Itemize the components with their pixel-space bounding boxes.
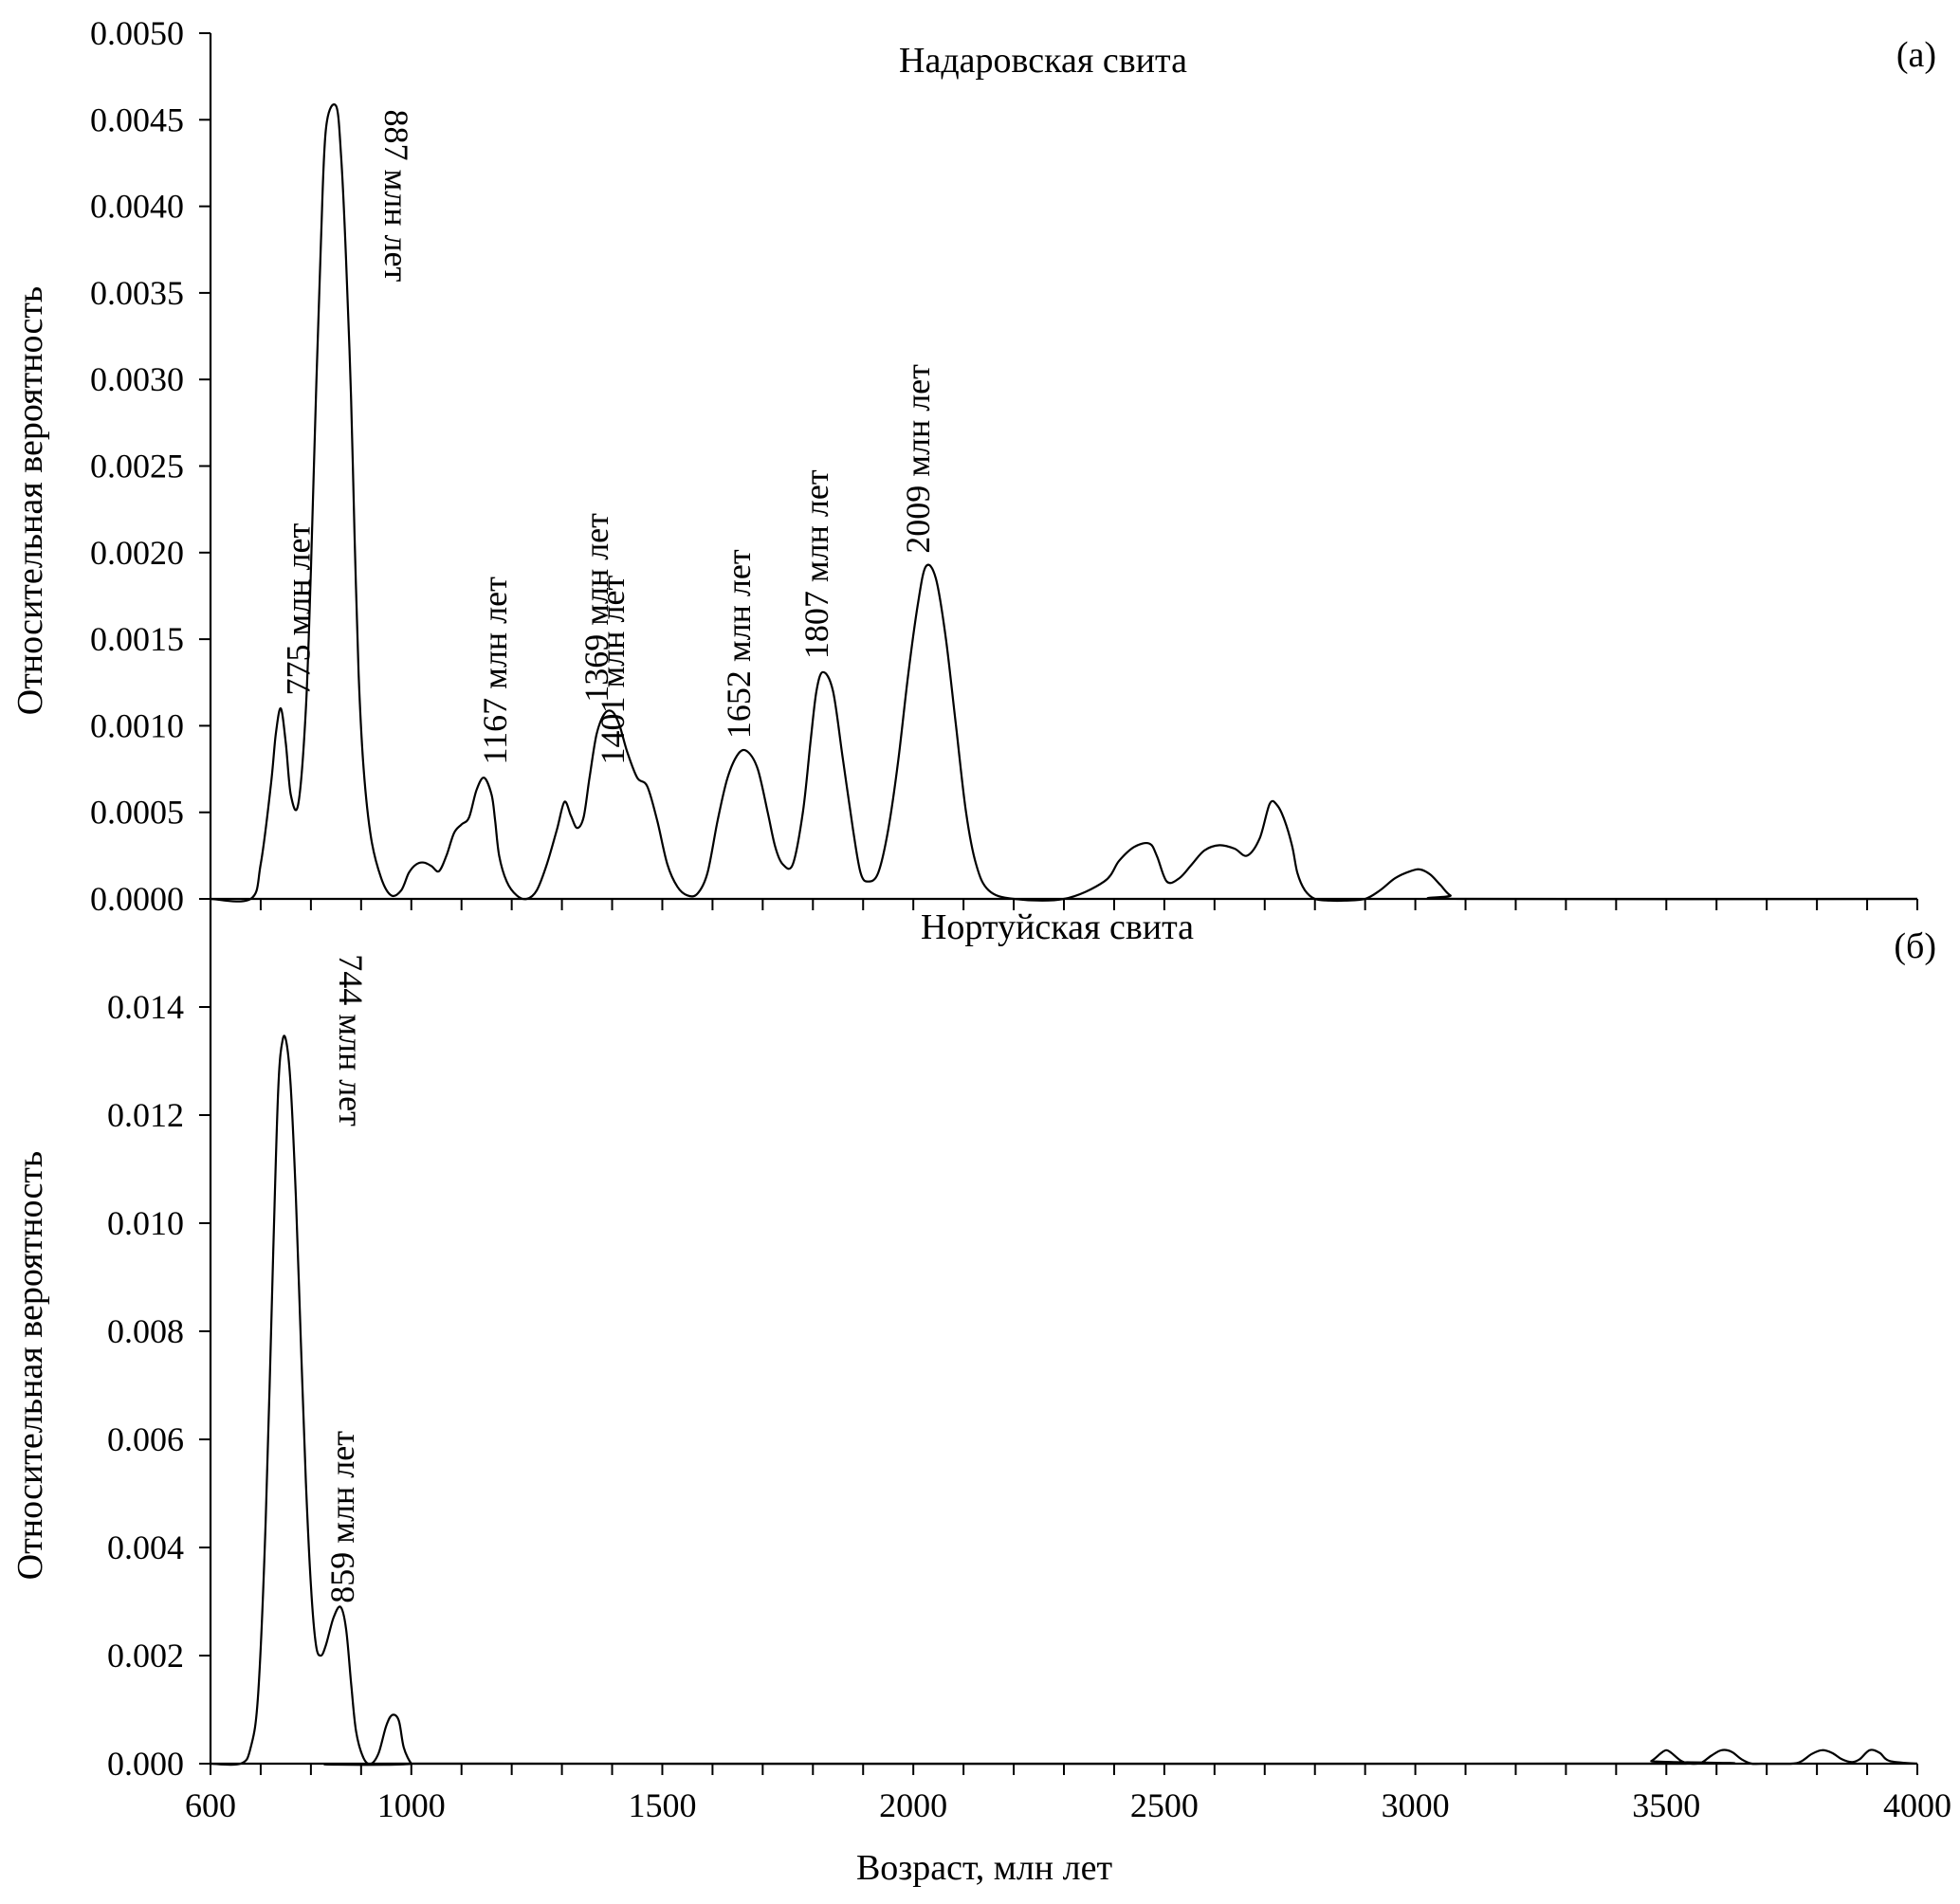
panel-b-label: (б)	[1894, 926, 1936, 966]
panel-a: 0.0000 0.0005 0.0010 0.0015 0.0020 0.0025 0.00…	[10, 14, 1936, 918]
peak-annotation: 775 млн лет	[280, 523, 318, 696]
panel-b: 0.000 0.002 0.004 0.006 0.008 0.010 0.012 0.014…	[10, 899, 1951, 1888]
y-tick-label: 0.012	[107, 1096, 184, 1134]
x-tick-label: 3000	[1382, 1786, 1450, 1824]
y-tick-label: 0.0030	[90, 360, 184, 398]
x-axis-label: Возраст, млн лет	[856, 1848, 1113, 1888]
x-tick-label: 3500	[1632, 1786, 1700, 1824]
y-tick-label: 0.0010	[90, 706, 184, 744]
y-tick-label: 0.0000	[90, 880, 184, 918]
peak-annotation: 859 млн лет	[323, 1431, 361, 1603]
peak-annotation: 1167 млн лет	[476, 577, 514, 765]
probability-density-curve	[210, 103, 1918, 903]
y-tick-label: 0.0050	[90, 14, 184, 52]
panel-a-x-ticks	[210, 899, 1918, 910]
y-tick-label: 0.0045	[90, 101, 184, 138]
peak-annotation: 744 млн лет	[332, 954, 370, 1126]
y-tick-label: 0.000	[107, 1745, 184, 1783]
peak-annotation: 1807 млн лет	[797, 469, 835, 659]
x-tick-label: 600	[185, 1786, 236, 1824]
y-tick-label: 0.0025	[90, 448, 184, 485]
y-tick-label: 0.0005	[90, 794, 184, 832]
y-tick-label: 0.0040	[90, 188, 184, 226]
panel-a-y-label: Относительная вероятность	[10, 286, 50, 716]
y-tick-label: 0.0020	[90, 534, 184, 572]
panel-b-y-label: Относительная вероятность	[10, 1151, 50, 1581]
panel-b-curve-layer	[210, 1034, 1918, 1767]
panel-a-annotations: 775 млн лет 887 млн лет 1167 млн лет 1369 м…	[280, 110, 937, 765]
panel-b-x-ticks: 600 1000 1500 2000 2500 3000 3500 4000	[185, 1764, 1951, 1824]
y-tick-label: 0.0015	[90, 620, 184, 658]
peak-annotation: 1401 млн лет	[594, 576, 632, 765]
peak-annotation: 1369 млн лет	[577, 513, 615, 703]
panel-a-label: (а)	[1896, 35, 1936, 75]
y-tick-label: 0.004	[107, 1529, 184, 1566]
y-tick-label: 0.010	[107, 1204, 184, 1242]
panel-b-y-ticks: 0.000 0.002 0.004 0.006 0.008 0.010 0.012 0.014	[107, 988, 211, 1783]
peak-annotation: 887 млн лет	[377, 110, 415, 283]
panel-a-title: Надаровская свита	[899, 41, 1187, 81]
peak-annotation: 2009 млн лет	[899, 364, 937, 554]
y-tick-label: 0.002	[107, 1637, 184, 1675]
y-tick-label: 0.0035	[90, 274, 184, 312]
x-tick-label: 4000	[1883, 1786, 1951, 1824]
x-tick-label: 2500	[1130, 1786, 1199, 1824]
x-tick-label: 2000	[879, 1786, 947, 1824]
panel-b-annotations: 744 млн лет 859 млн лет	[323, 954, 370, 1602]
panel-a-curve-layer	[210, 103, 1918, 903]
y-tick-label: 0.008	[107, 1312, 184, 1350]
panel-b-title: Нортуйская свита	[921, 907, 1194, 947]
x-tick-label: 1500	[628, 1786, 696, 1824]
x-tick-label: 1000	[377, 1786, 446, 1824]
panel-a-y-ticks: 0.0000 0.0005 0.0010 0.0015 0.0020 0.0025 0.00…	[90, 14, 211, 918]
y-tick-label: 0.006	[107, 1420, 184, 1458]
y-tick-label: 0.014	[107, 988, 184, 1026]
probability-density-curve	[210, 1034, 1918, 1767]
peak-annotation: 1652 млн лет	[720, 549, 758, 739]
